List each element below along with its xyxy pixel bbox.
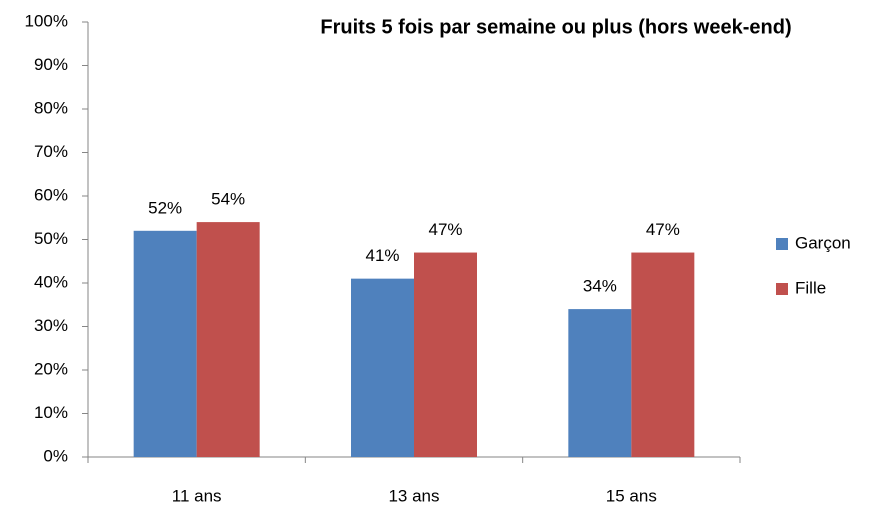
- bar: [631, 252, 695, 457]
- legend-swatch: [776, 238, 788, 250]
- y-tick-label: 0%: [43, 446, 68, 465]
- data-label: 54%: [211, 190, 245, 209]
- bar: [414, 252, 477, 457]
- data-label: 41%: [365, 246, 399, 265]
- x-tick-label: 13 ans: [388, 486, 439, 505]
- y-tick-label: 50%: [34, 229, 68, 248]
- y-tick-label: 90%: [34, 55, 68, 74]
- y-tick-label: 10%: [34, 403, 68, 422]
- y-tick-label: 40%: [34, 272, 68, 291]
- legend-label: Garçon: [795, 233, 851, 252]
- bar: [196, 222, 260, 457]
- bar: [133, 230, 197, 457]
- data-label: 34%: [583, 277, 617, 296]
- y-tick-label: 20%: [34, 359, 68, 378]
- y-tick-label: 60%: [34, 185, 68, 204]
- bar: [351, 278, 414, 457]
- data-label: 52%: [148, 198, 182, 217]
- y-tick-label: 70%: [34, 142, 68, 161]
- data-label: 47%: [646, 220, 680, 239]
- y-tick-label: 100%: [25, 11, 68, 30]
- legend-label: Fille: [795, 278, 826, 297]
- x-tick-label: 11 ans: [172, 486, 222, 505]
- bar: [568, 309, 632, 457]
- legend-swatch: [776, 283, 788, 295]
- chart-title: Fruits 5 fois par semaine ou plus (hors …: [320, 16, 791, 38]
- y-tick-label: 30%: [34, 316, 68, 335]
- x-tick-label: 15 ans: [606, 486, 657, 505]
- data-label: 47%: [428, 220, 462, 239]
- y-tick-label: 80%: [34, 98, 68, 117]
